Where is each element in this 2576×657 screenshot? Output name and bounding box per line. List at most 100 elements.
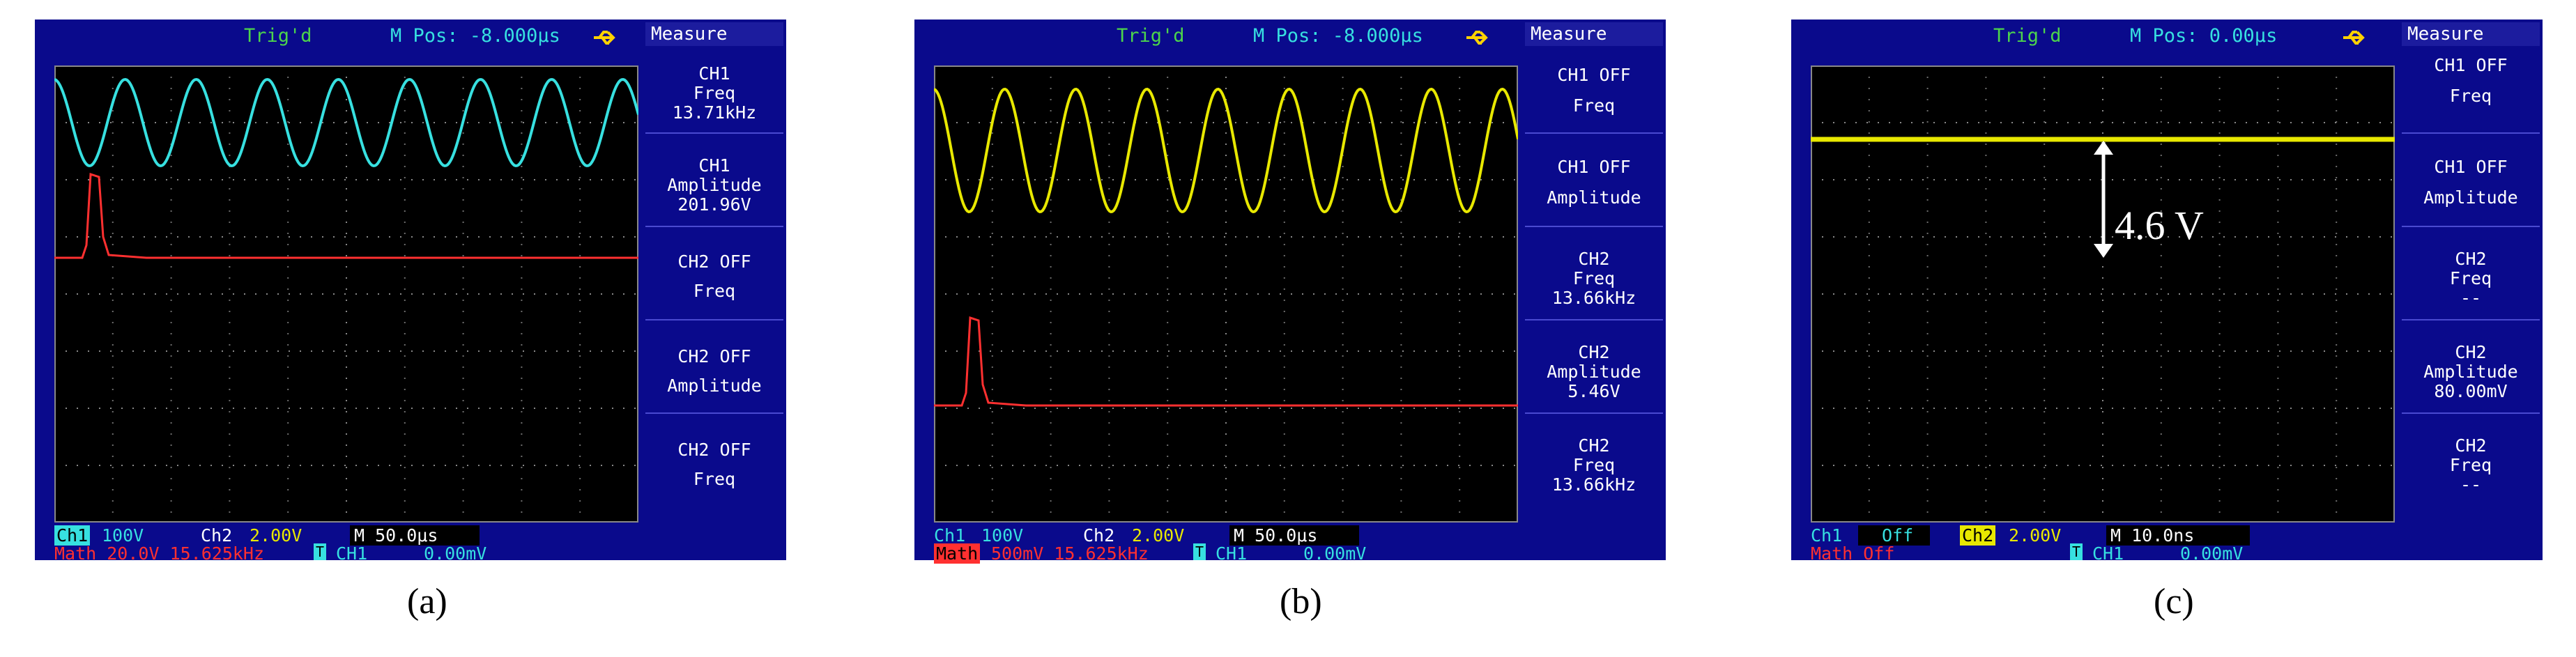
- ch1-scale: Off: [1858, 525, 1931, 546]
- timebase: M 50.0μs: [1229, 525, 1360, 546]
- measure-type: Freq: [693, 281, 736, 301]
- measure-channel: CH2: [1578, 249, 1610, 269]
- trigger-icon: T: [314, 543, 327, 560]
- ch2-label: Ch2: [1960, 525, 1996, 546]
- ch1-label: Ch1: [1811, 525, 1843, 546]
- grid-border: [54, 65, 638, 523]
- grid-border: [1811, 65, 2395, 523]
- arrow-head-up: [2094, 141, 2113, 155]
- measure-menu: Measure CH1 OFF Freq CH1 OFF Amplitude CH2…: [1522, 20, 1666, 560]
- measure-type: Amplitude: [2423, 187, 2518, 208]
- trigger-level: 0.00mV: [424, 543, 487, 564]
- measure-type: Amplitude: [667, 376, 762, 396]
- math-waveform: [54, 172, 638, 259]
- measure-channel: CH2 OFF: [677, 252, 751, 272]
- measure-type: Amplitude: [1547, 362, 1641, 382]
- measure-channel: CH1 OFF: [2434, 55, 2508, 75]
- math-waveform: [934, 316, 1518, 407]
- ch1-label: Ch1: [54, 525, 91, 546]
- measure-item[interactable]: CH2 OFF Freq: [645, 235, 783, 320]
- trigger-status: Trig'd: [1117, 25, 1185, 47]
- measure-item[interactable]: CH2 OFF Freq: [645, 422, 783, 507]
- oscilloscope-panel-b: Trig'd M Pos: -8.000μs Measure CH1 OFF Fr…: [914, 20, 1666, 564]
- timebase: M 10.0ns: [2106, 525, 2251, 546]
- trigger-status: Trig'd: [1993, 25, 2062, 47]
- trigger-level: 0.00mV: [2180, 543, 2244, 564]
- ch1-waveform: [54, 77, 638, 168]
- measure-title[interactable]: Measure: [645, 22, 783, 46]
- measure-menu: Measure CH1 Freq 13.71kHz CH1 Amplitude 201.…: [643, 20, 786, 560]
- ch1-scale: 100V: [981, 525, 1024, 546]
- math-label: Math: [934, 543, 981, 564]
- measure-type: Freq: [2449, 455, 2492, 475]
- status-bar: Ch1 100V Ch2 2.00V M 50.0μs Math 20.0V 1…: [54, 525, 638, 564]
- measure-menu: Measure CH1 OFF Freq CH1 OFF Amplitude CH2…: [2399, 20, 2543, 560]
- waveform-display: 4.6 V: [1811, 65, 2395, 523]
- oscilloscope-panel-c: Trig'd M Pos: 0.00μs 4.6 V Measure CH1 O…: [1791, 20, 2543, 564]
- measure-type: Freq: [1572, 95, 1616, 116]
- ch2-scale: 2.00V: [250, 525, 302, 546]
- caption-a: (a): [407, 582, 447, 621]
- timebase: M 50.0μs: [350, 525, 480, 546]
- measure-item[interactable]: CH2 Freq --: [2402, 422, 2540, 507]
- trigger-channel: CH1: [1216, 543, 1248, 564]
- status-bar: Ch1 Off Ch2 2.00V M 10.0ns Math Off T CH…: [1811, 525, 2395, 564]
- measure-item[interactable]: CH2 Amplitude 80.00mV: [2402, 329, 2540, 414]
- measure-title[interactable]: Measure: [2402, 22, 2540, 46]
- measure-type: Freq: [2449, 86, 2492, 106]
- measure-channel: CH1 OFF: [1557, 65, 1631, 85]
- measure-channel: CH2: [2455, 249, 2487, 269]
- measure-item[interactable]: CH2 Freq 13.66kHz: [1525, 422, 1663, 507]
- grid-border: [934, 65, 1518, 523]
- usb-icon: [1466, 31, 1488, 45]
- ch2-label: Ch2: [1083, 525, 1115, 546]
- waveform-display: [54, 65, 638, 523]
- measure-channel: CH2 OFF: [677, 440, 751, 460]
- measure-title[interactable]: Measure: [1525, 22, 1663, 46]
- measure-item[interactable]: CH2 Freq --: [2402, 235, 2540, 320]
- ch2-label: Ch2: [201, 525, 233, 546]
- measure-type: Freq: [693, 469, 736, 489]
- measure-value: 13.66kHz: [1551, 288, 1636, 308]
- measure-value: --: [2460, 474, 2482, 495]
- arrow-head-down: [2094, 244, 2113, 258]
- status-bar: Ch1 100V Ch2 2.00V M 50.0μs Math 500mV 1…: [934, 525, 1518, 564]
- measure-item[interactable]: CH2 OFF Amplitude: [645, 329, 783, 414]
- m-pos-readout: M Pos: 0.00μs: [2130, 25, 2278, 47]
- measure-channel: CH2: [1578, 435, 1610, 456]
- ch2-scale: 2.00V: [1132, 525, 1185, 546]
- measure-channel: CH1: [698, 155, 730, 176]
- measure-type: Freq: [1572, 455, 1616, 475]
- measure-item[interactable]: CH1 Amplitude 201.96V: [645, 142, 783, 227]
- math-readout: Math Off: [1811, 543, 1895, 564]
- trigger-icon: T: [2070, 543, 2083, 560]
- trigger-icon: T: [1193, 543, 1206, 560]
- measure-value: 5.46V: [1567, 381, 1620, 401]
- measure-type: Freq: [2449, 268, 2492, 288]
- caption-b: (b): [1280, 582, 1322, 621]
- measure-type: Freq: [1572, 268, 1616, 288]
- measure-item[interactable]: CH2 Amplitude 5.46V: [1525, 329, 1663, 414]
- measure-item[interactable]: CH1 Freq 13.71kHz: [645, 49, 783, 134]
- measure-channel: CH1: [698, 63, 730, 84]
- measure-item[interactable]: CH1 OFF Freq: [2402, 49, 2540, 134]
- measure-item[interactable]: CH1 OFF Amplitude: [2402, 142, 2540, 227]
- ch1-scale: 100V: [102, 525, 144, 546]
- measure-item[interactable]: CH1 OFF Amplitude: [1525, 142, 1663, 227]
- ch2-scale: 2.00V: [2009, 525, 2062, 546]
- measure-type: Freq: [693, 83, 736, 103]
- measure-type: Amplitude: [1547, 187, 1641, 208]
- measure-value: 13.71kHz: [672, 102, 757, 123]
- oscilloscope-panel-a: Trig'd M Pos: -8.000μs Measure CH1 Freq 13…: [35, 20, 786, 564]
- waveform-display: [934, 65, 1518, 523]
- m-pos-readout: M Pos: -8.000μs: [390, 25, 560, 47]
- measure-channel: CH1 OFF: [1557, 157, 1631, 177]
- measure-type: Amplitude: [667, 175, 762, 195]
- measure-channel: CH2: [2455, 435, 2487, 456]
- ch2-waveform: [934, 87, 1518, 214]
- measure-item[interactable]: CH1 OFF Freq: [1525, 49, 1663, 134]
- math-readout: 500mV 15.625kHz: [991, 543, 1149, 564]
- measure-item[interactable]: CH2 Freq 13.66kHz: [1525, 235, 1663, 320]
- ch1-label: Ch1: [934, 525, 966, 546]
- trigger-channel: CH1: [336, 543, 368, 564]
